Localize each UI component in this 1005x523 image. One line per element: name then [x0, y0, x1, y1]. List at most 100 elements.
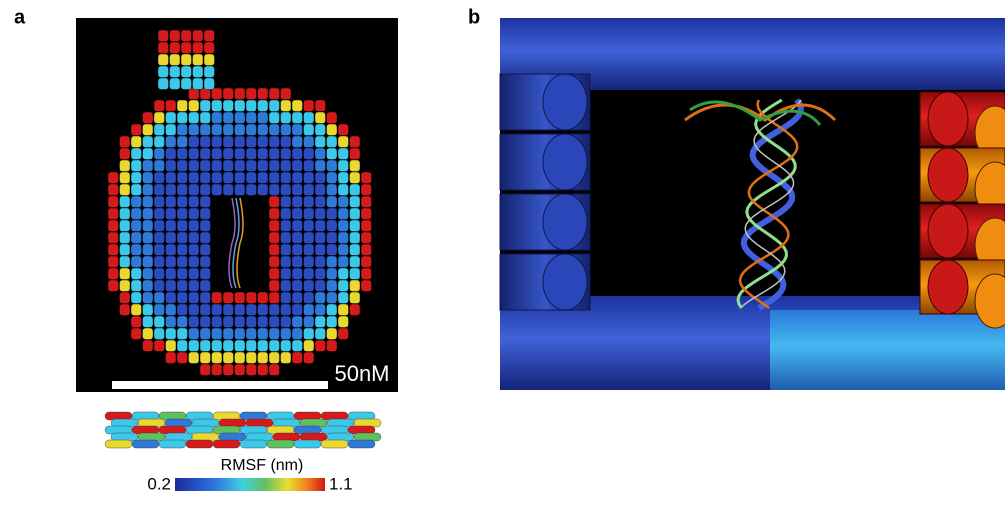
helix-segment — [350, 292, 361, 304]
helix-segment — [327, 208, 338, 220]
helix-segment — [120, 196, 131, 208]
helix-segment — [143, 160, 154, 172]
helix-segment — [327, 328, 338, 340]
helix-segment — [143, 256, 154, 268]
helix-segment — [327, 160, 338, 172]
helix-segment — [212, 184, 223, 196]
helix-segment — [338, 160, 349, 172]
helix-segment — [131, 244, 142, 256]
helix-segment — [143, 148, 154, 160]
helix-segment — [200, 316, 211, 328]
helix-segment — [338, 172, 349, 184]
helix-segment — [327, 340, 338, 352]
helix-segment — [235, 112, 246, 124]
helix-segment — [154, 328, 165, 340]
helix-segment — [223, 124, 234, 136]
helix-segment — [350, 148, 361, 160]
helix-segment — [120, 292, 131, 304]
helix-segment — [189, 292, 200, 304]
helix-segment — [108, 232, 119, 244]
helix-segment — [281, 136, 292, 148]
helix-segment — [338, 136, 349, 148]
helix-segment — [304, 232, 315, 244]
helix-segment — [158, 66, 169, 78]
helix-segment — [223, 88, 234, 100]
helix-segment — [189, 316, 200, 328]
helix-segment — [154, 232, 165, 244]
helix-segment — [315, 172, 326, 184]
helix-segment — [223, 160, 234, 172]
helix-segment — [120, 280, 131, 292]
helix-segment — [281, 280, 292, 292]
helix-segment — [212, 100, 223, 112]
helix-segment — [304, 328, 315, 340]
helix-segment — [246, 88, 257, 100]
cylinder-end — [928, 260, 968, 314]
helix-segment — [258, 352, 269, 364]
helix-segment — [327, 268, 338, 280]
helix-segment — [269, 196, 280, 208]
helix-segment — [269, 292, 280, 304]
helix-segment — [166, 196, 177, 208]
helix-segment — [327, 220, 338, 232]
helix-segment — [246, 352, 257, 364]
panel-label: b — [468, 6, 480, 28]
helix-segment — [143, 292, 154, 304]
helix-segment — [269, 328, 280, 340]
helix-segment — [269, 208, 280, 220]
helix-segment — [338, 184, 349, 196]
helix-segment — [327, 232, 338, 244]
helix-segment — [304, 184, 315, 196]
side-segment — [105, 440, 132, 448]
helix-segment — [131, 196, 142, 208]
helix-segment — [223, 184, 234, 196]
helix-segment — [189, 172, 200, 184]
helix-segment — [212, 148, 223, 160]
helix-segment — [166, 100, 177, 112]
panel-b-render — [500, 18, 1005, 390]
helix-segment — [166, 220, 177, 232]
helix-segment — [281, 232, 292, 244]
helix-segment — [258, 88, 269, 100]
helix-segment — [292, 196, 303, 208]
helix-segment — [181, 30, 192, 42]
helix-segment — [120, 136, 131, 148]
helix-segment — [158, 78, 169, 90]
helix-segment — [269, 352, 280, 364]
helix-segment — [235, 124, 246, 136]
cylinder-end — [928, 148, 968, 202]
helix-segment — [327, 244, 338, 256]
cylinder-end — [543, 254, 587, 310]
helix-segment — [281, 124, 292, 136]
helix-segment — [235, 136, 246, 148]
side-segment — [132, 440, 159, 448]
helix-segment — [304, 160, 315, 172]
helix-segment — [193, 42, 204, 54]
helix-segment — [258, 112, 269, 124]
helix-segment — [120, 160, 131, 172]
helix-segment — [281, 184, 292, 196]
helix-segment — [281, 328, 292, 340]
helix-segment — [223, 364, 234, 376]
helix-segment — [338, 244, 349, 256]
cylinder-end — [543, 194, 587, 250]
helix-segment — [223, 328, 234, 340]
helix-segment — [170, 30, 181, 42]
helix-segment — [154, 160, 165, 172]
colorbar-min: 0.2 — [147, 474, 171, 493]
helix-segment — [315, 160, 326, 172]
helix-segment — [304, 256, 315, 268]
helix-segment — [292, 100, 303, 112]
helix-segment — [143, 124, 154, 136]
helix-segment — [212, 124, 223, 136]
helix-segment — [246, 148, 257, 160]
helix-segment — [177, 304, 188, 316]
helix-segment — [131, 136, 142, 148]
helix-segment — [281, 148, 292, 160]
helix-segment — [108, 280, 119, 292]
helix-segment — [258, 172, 269, 184]
helix-segment — [189, 112, 200, 124]
helix-segment — [193, 78, 204, 90]
helix-segment — [143, 184, 154, 196]
helix-segment — [131, 256, 142, 268]
